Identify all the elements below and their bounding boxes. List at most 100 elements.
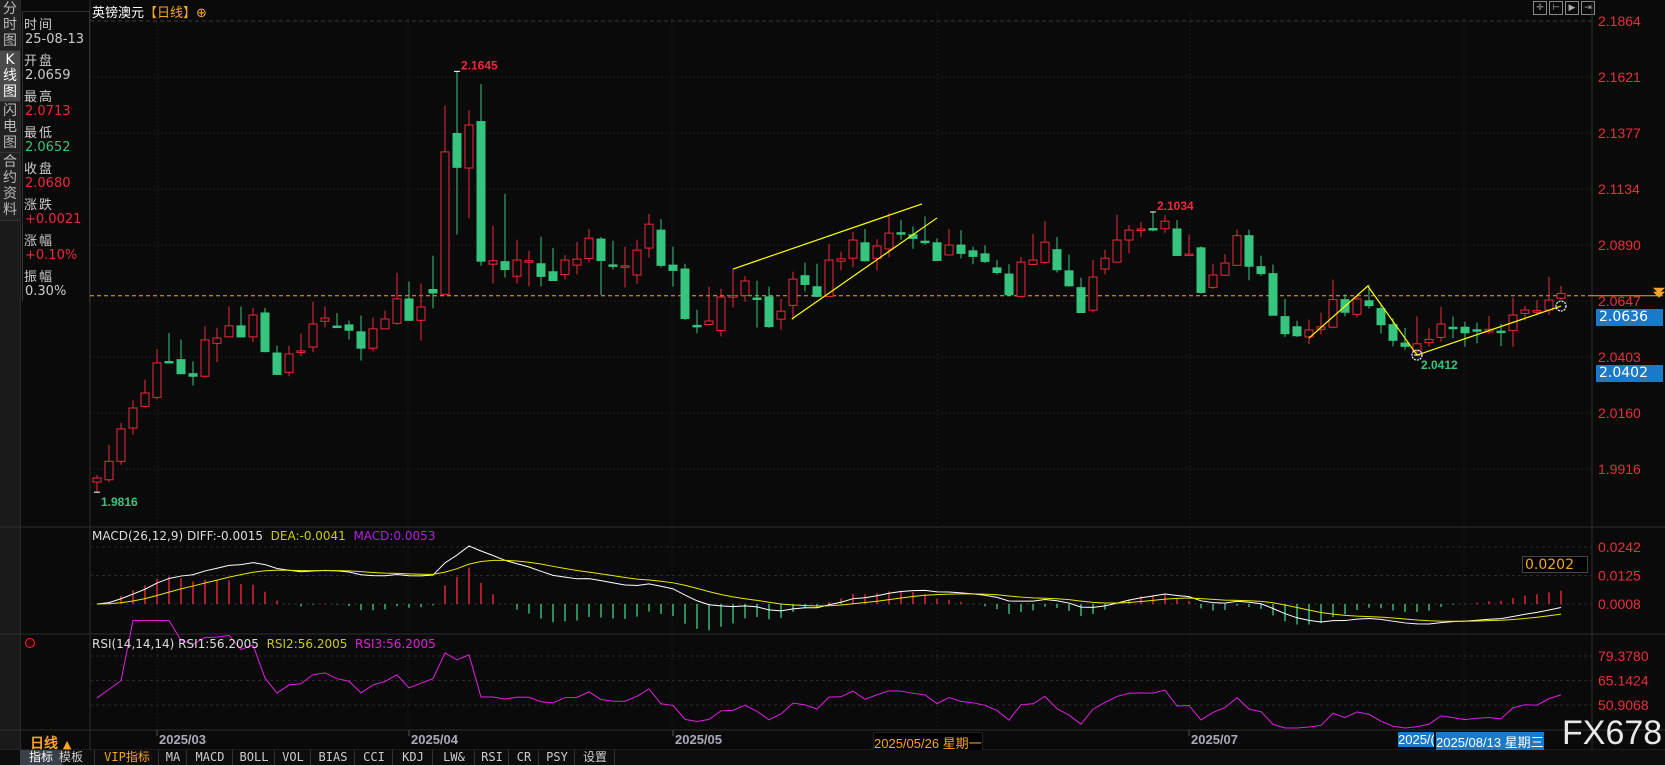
candle-body xyxy=(1064,270,1074,287)
rsi-line xyxy=(96,620,1562,729)
info-label: 振幅 xyxy=(24,270,55,285)
info-label: 最高 xyxy=(24,90,55,105)
price-tick-label: 2.0160 xyxy=(1598,405,1641,421)
candle-body xyxy=(1148,228,1158,231)
candle-body xyxy=(1100,257,1110,270)
candle-body xyxy=(1136,228,1146,231)
candle-body xyxy=(440,151,450,295)
macd-legend: MACD(26,12,9) DIFF:-0.0015 DEA:-0.0041 M… xyxy=(92,529,435,543)
price-annotation: 2.0412 xyxy=(1421,358,1458,372)
candle-body xyxy=(512,259,522,277)
move-right-icon[interactable]: ⇥ xyxy=(1581,1,1595,15)
candle-body xyxy=(1304,329,1314,338)
rsi2-value: RSI2:56.2005 xyxy=(266,637,348,651)
candle-body xyxy=(584,237,594,259)
candle-body xyxy=(716,296,726,331)
candle-body xyxy=(128,407,138,429)
candle-body xyxy=(248,314,258,338)
info-label: 时间 xyxy=(24,18,55,33)
trendline xyxy=(791,217,938,320)
play-icon[interactable]: ▶ xyxy=(1565,1,1579,15)
pivot-marker xyxy=(1411,349,1423,361)
tab-指标[interactable]: 指标 xyxy=(20,750,63,765)
price-tick-label: 2.0647 xyxy=(1598,293,1641,309)
candle-body xyxy=(944,244,954,256)
sidebar-tab-1[interactable]: K线图 xyxy=(0,51,20,102)
price-annotation: 2.1645 xyxy=(461,58,498,72)
candle-body xyxy=(1244,235,1254,267)
tab-lw&[interactable]: LW& xyxy=(434,750,475,765)
candle-body xyxy=(524,260,534,263)
last-price-marker-icon xyxy=(1653,287,1665,298)
symbol-name: 英镑澳元 xyxy=(92,6,145,21)
price-annotation: 1.9816 xyxy=(101,495,138,509)
candle-body xyxy=(116,428,126,462)
info-label: 收盘 xyxy=(24,162,55,177)
candle-body xyxy=(1376,308,1386,326)
tab-rsi[interactable]: RSI xyxy=(476,750,509,765)
sidebar-tab-3[interactable]: 合约资料 xyxy=(0,153,20,221)
macd-diff-line xyxy=(96,545,1562,625)
macd-dea-value: DEA:-0.0041 xyxy=(270,529,346,543)
tab-bias[interactable]: BIAS xyxy=(312,750,355,765)
tab-boll[interactable]: BOLL xyxy=(234,750,275,765)
candle-body xyxy=(860,242,870,262)
candle-body xyxy=(728,295,738,298)
tab-ma[interactable]: MA xyxy=(160,750,187,765)
tab-cci[interactable]: CCI xyxy=(356,750,393,765)
rsi-tick-label: 50.9068 xyxy=(1598,697,1649,713)
add-icon[interactable]: ⊕ xyxy=(196,6,207,21)
indicator-tabs: 指标 模板 VIP指标 MA MACD BOLL VOL BIAS CCI KDJ LW& RSI CR… xyxy=(0,750,1665,765)
candle-body xyxy=(776,310,786,320)
candle-body xyxy=(236,325,246,338)
candle-body xyxy=(380,318,390,330)
info-value: 2.0652 xyxy=(25,140,71,155)
candle-body xyxy=(1436,323,1446,338)
candle-body xyxy=(1220,262,1230,276)
tab-设置[interactable]: 设置 xyxy=(576,750,615,765)
price-tick-label: 2.1621 xyxy=(1598,69,1641,85)
candle-body xyxy=(920,240,930,244)
tab-模板[interactable]: 模板 xyxy=(48,750,95,765)
tab-kdj[interactable]: KDJ xyxy=(394,750,433,765)
info-label: 最低 xyxy=(24,126,55,141)
zoom-fit-icon[interactable]: ⊢ xyxy=(1549,1,1563,15)
candle-body xyxy=(404,298,414,321)
info-value: 2.0713 xyxy=(25,104,71,119)
price-tick-label: 1.9916 xyxy=(1598,461,1641,477)
candle-body xyxy=(1196,247,1206,293)
tab-cr[interactable]: CR xyxy=(510,750,539,765)
candle-body xyxy=(1388,324,1398,341)
crosshair-icon[interactable]: ✛ xyxy=(1533,1,1547,15)
candle-body xyxy=(836,258,846,262)
tab-vip指标[interactable]: VIP指标 xyxy=(96,750,159,765)
period-tag[interactable]: 【日线】 xyxy=(144,6,197,21)
date-tick-label: 2025/07 xyxy=(1191,732,1238,747)
tab-vol[interactable]: VOL xyxy=(276,750,311,765)
candle-body xyxy=(1016,261,1026,297)
sidebar-tab-2[interactable]: 闪电图 xyxy=(0,102,20,153)
candle-body xyxy=(572,258,582,266)
period-selector-label: 日线 xyxy=(30,736,58,752)
chart-title: 英镑澳元【日线】⊕ xyxy=(92,2,207,21)
candle-body xyxy=(1184,253,1194,257)
tab-macd[interactable]: MACD xyxy=(188,750,233,765)
candle-body xyxy=(332,325,342,329)
candle-body xyxy=(1352,298,1362,315)
price-tick-label: 2.0890 xyxy=(1598,237,1641,253)
candle-body xyxy=(1496,330,1506,334)
rsi-tick-label: 65.1424 xyxy=(1598,672,1649,688)
candle-body xyxy=(164,361,174,364)
period-selector[interactable]: 日线 ▲ xyxy=(30,733,71,753)
candle-body xyxy=(320,317,330,322)
sidebar-tab-0[interactable]: 分时图 xyxy=(0,0,20,51)
info-value: 2.0680 xyxy=(25,176,71,191)
macd-tick-label: 0.0242 xyxy=(1598,539,1641,555)
tab-psy[interactable]: PSY xyxy=(540,750,575,765)
candle-body xyxy=(872,245,882,259)
price-tick-label: 2.1134 xyxy=(1598,181,1640,197)
macd-macd-value: MACD:0.0053 xyxy=(353,529,436,543)
candle-body xyxy=(644,223,654,249)
rsi-settings-icon[interactable] xyxy=(25,638,35,648)
